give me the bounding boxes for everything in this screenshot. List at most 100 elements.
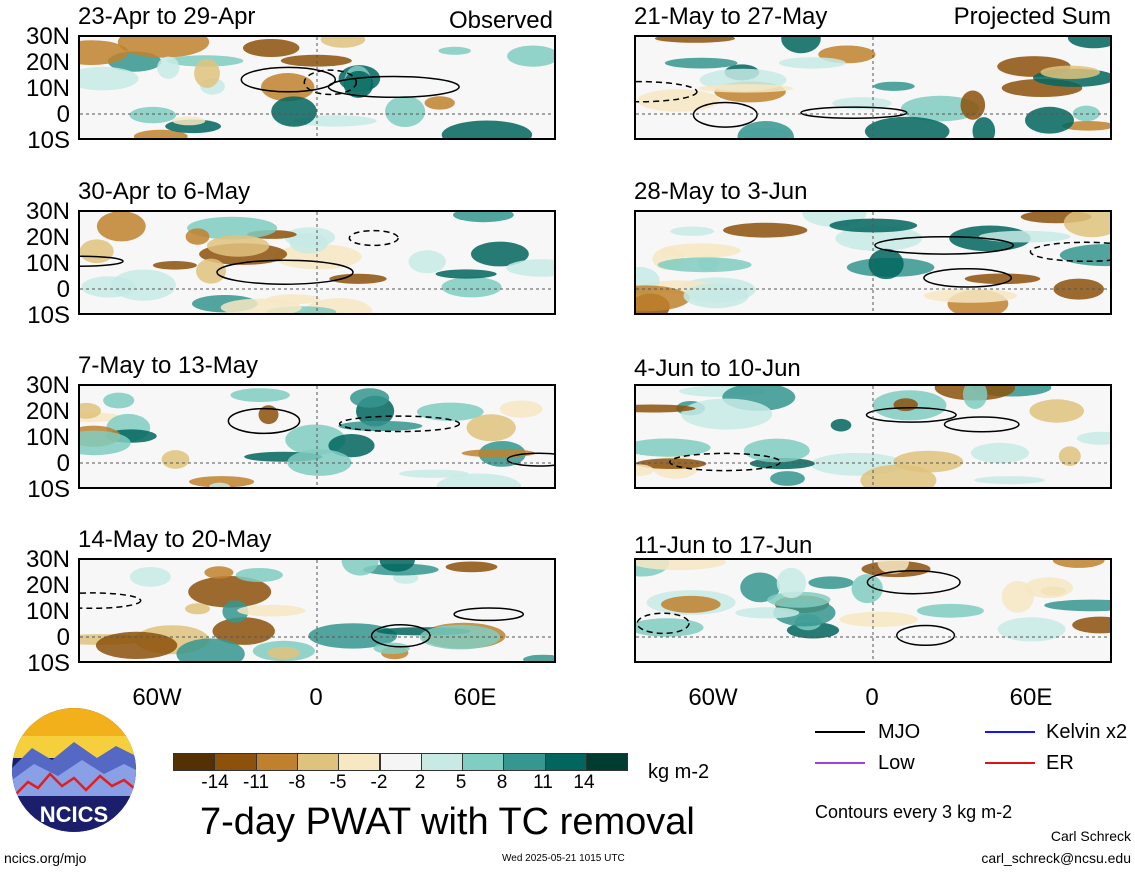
anomaly-blob (129, 567, 171, 587)
mjo-contour (453, 607, 525, 622)
anomaly-blob (778, 57, 846, 69)
anomaly-blob (970, 442, 1029, 464)
panel-label-projected: Projected Sum (953, 3, 1111, 30)
anomaly-blob (835, 225, 923, 252)
colorbar-tick: 11 (533, 772, 553, 793)
panel-title: 11-Jun to 17-Jun (634, 532, 813, 559)
colorbar-tick: 8 (496, 772, 508, 793)
lat-label: 10S (27, 650, 70, 677)
anomaly-blob (189, 476, 255, 487)
anomaly-blob (172, 116, 206, 126)
anomaly-blob (80, 402, 101, 419)
anomaly-blob (962, 386, 988, 409)
lon-label: 0 (865, 684, 879, 711)
anomaly-blob (670, 226, 715, 236)
anomaly-blob (893, 398, 918, 412)
colorbar-swatch (255, 753, 298, 771)
pwat-map (78, 384, 556, 489)
colorbar-swatch (173, 753, 216, 771)
anomaly-blob (661, 595, 721, 613)
anomaly-blob (243, 39, 300, 57)
mjo-contour (338, 415, 461, 433)
anomaly-blob (157, 56, 180, 79)
anomaly-blob (1067, 37, 1110, 49)
lat-label: 0 (56, 624, 70, 651)
anomaly-blob (506, 259, 554, 277)
mjo-contour (80, 592, 142, 610)
anomaly-blob (289, 232, 329, 254)
colorbar-swatch (503, 753, 546, 771)
anomaly-blob (187, 216, 278, 240)
footer-author: Carl Schreck (1050, 828, 1131, 844)
colorbar-swatch (586, 753, 629, 771)
anomaly-blob (471, 241, 529, 267)
mjo-contour (348, 229, 399, 247)
footer-url[interactable]: ncics.org/mjo (4, 850, 87, 866)
colorbar (173, 753, 629, 771)
anomaly-blob (237, 604, 306, 617)
legend-line-kelvin (985, 731, 1035, 733)
anomaly-blob (665, 57, 738, 69)
colorbar-tick: -2 (370, 772, 388, 793)
anomaly-blob (681, 398, 773, 430)
lat-label: 30N (25, 198, 70, 225)
lat-label: 10S (27, 476, 70, 503)
lat-label: 20N (25, 224, 70, 251)
footer-timestamp: Wed 2025-05-21 1015 UTC (502, 853, 625, 864)
anomaly-blob (185, 603, 210, 615)
main-title: 7-day PWAT with TC removal (200, 801, 695, 843)
anomaly-blob (1072, 616, 1110, 634)
pwat-map (78, 35, 556, 140)
anomaly-blob (80, 239, 114, 264)
colorbar-swatch (462, 753, 505, 771)
anomaly-blob (80, 66, 139, 91)
mjo-contour (227, 407, 301, 435)
pwat-map (78, 558, 556, 663)
anomaly-blob (740, 572, 780, 603)
anomaly-blob (723, 222, 808, 238)
lat-label: 20N (25, 572, 70, 599)
anomaly-blob (373, 642, 410, 654)
lat-label: 30N (25, 546, 70, 573)
colorbar-units: kg m-2 (648, 761, 710, 783)
anomaly-blob (1025, 106, 1074, 134)
anomaly-blob (660, 243, 741, 258)
lat-label: 30N (25, 23, 70, 50)
anomaly-blob (654, 37, 736, 43)
anomaly-blob (267, 646, 300, 660)
anomaly-blob (877, 560, 909, 574)
map-field (636, 386, 1110, 487)
anomaly-blob (978, 230, 1071, 243)
anomaly-blob (320, 37, 366, 48)
anomaly-blob (873, 81, 915, 91)
anomaly-blob (683, 283, 749, 309)
anomaly-blob (194, 58, 220, 88)
anomaly-blob (416, 402, 484, 421)
anomaly-blob (287, 449, 352, 476)
anomaly-blob (235, 568, 283, 582)
footer-email[interactable]: carl_schreck@ncsu.edu (981, 850, 1131, 866)
anomaly-blob (379, 560, 415, 572)
lat-label: 20N (25, 398, 70, 425)
map-field (636, 212, 1110, 313)
anomaly-blob (923, 288, 1018, 303)
anomaly-blob (964, 273, 1041, 285)
legend-label-kelvin: Kelvin x2 (1046, 721, 1128, 743)
anomaly-blob (864, 116, 950, 138)
anomaly-blob (441, 120, 533, 138)
anomaly-blob (523, 654, 554, 661)
anomaly-blob (453, 212, 514, 223)
anomaly-blob (441, 276, 502, 298)
anomaly-blob (1059, 244, 1110, 267)
panel-title: 7-May to 13-May (78, 352, 259, 379)
mjo-contour (216, 259, 354, 285)
lat-label: 10N (25, 75, 70, 102)
anomaly-blob (196, 258, 226, 284)
panel-label-observed: Observed (448, 7, 553, 34)
anomaly-blob (308, 623, 398, 649)
anomaly-blob (424, 96, 455, 110)
anomaly-blob (96, 212, 146, 242)
mjo-contour (692, 101, 758, 128)
lon-label: 60W (132, 684, 182, 711)
colorbar-tick: -11 (242, 772, 270, 793)
